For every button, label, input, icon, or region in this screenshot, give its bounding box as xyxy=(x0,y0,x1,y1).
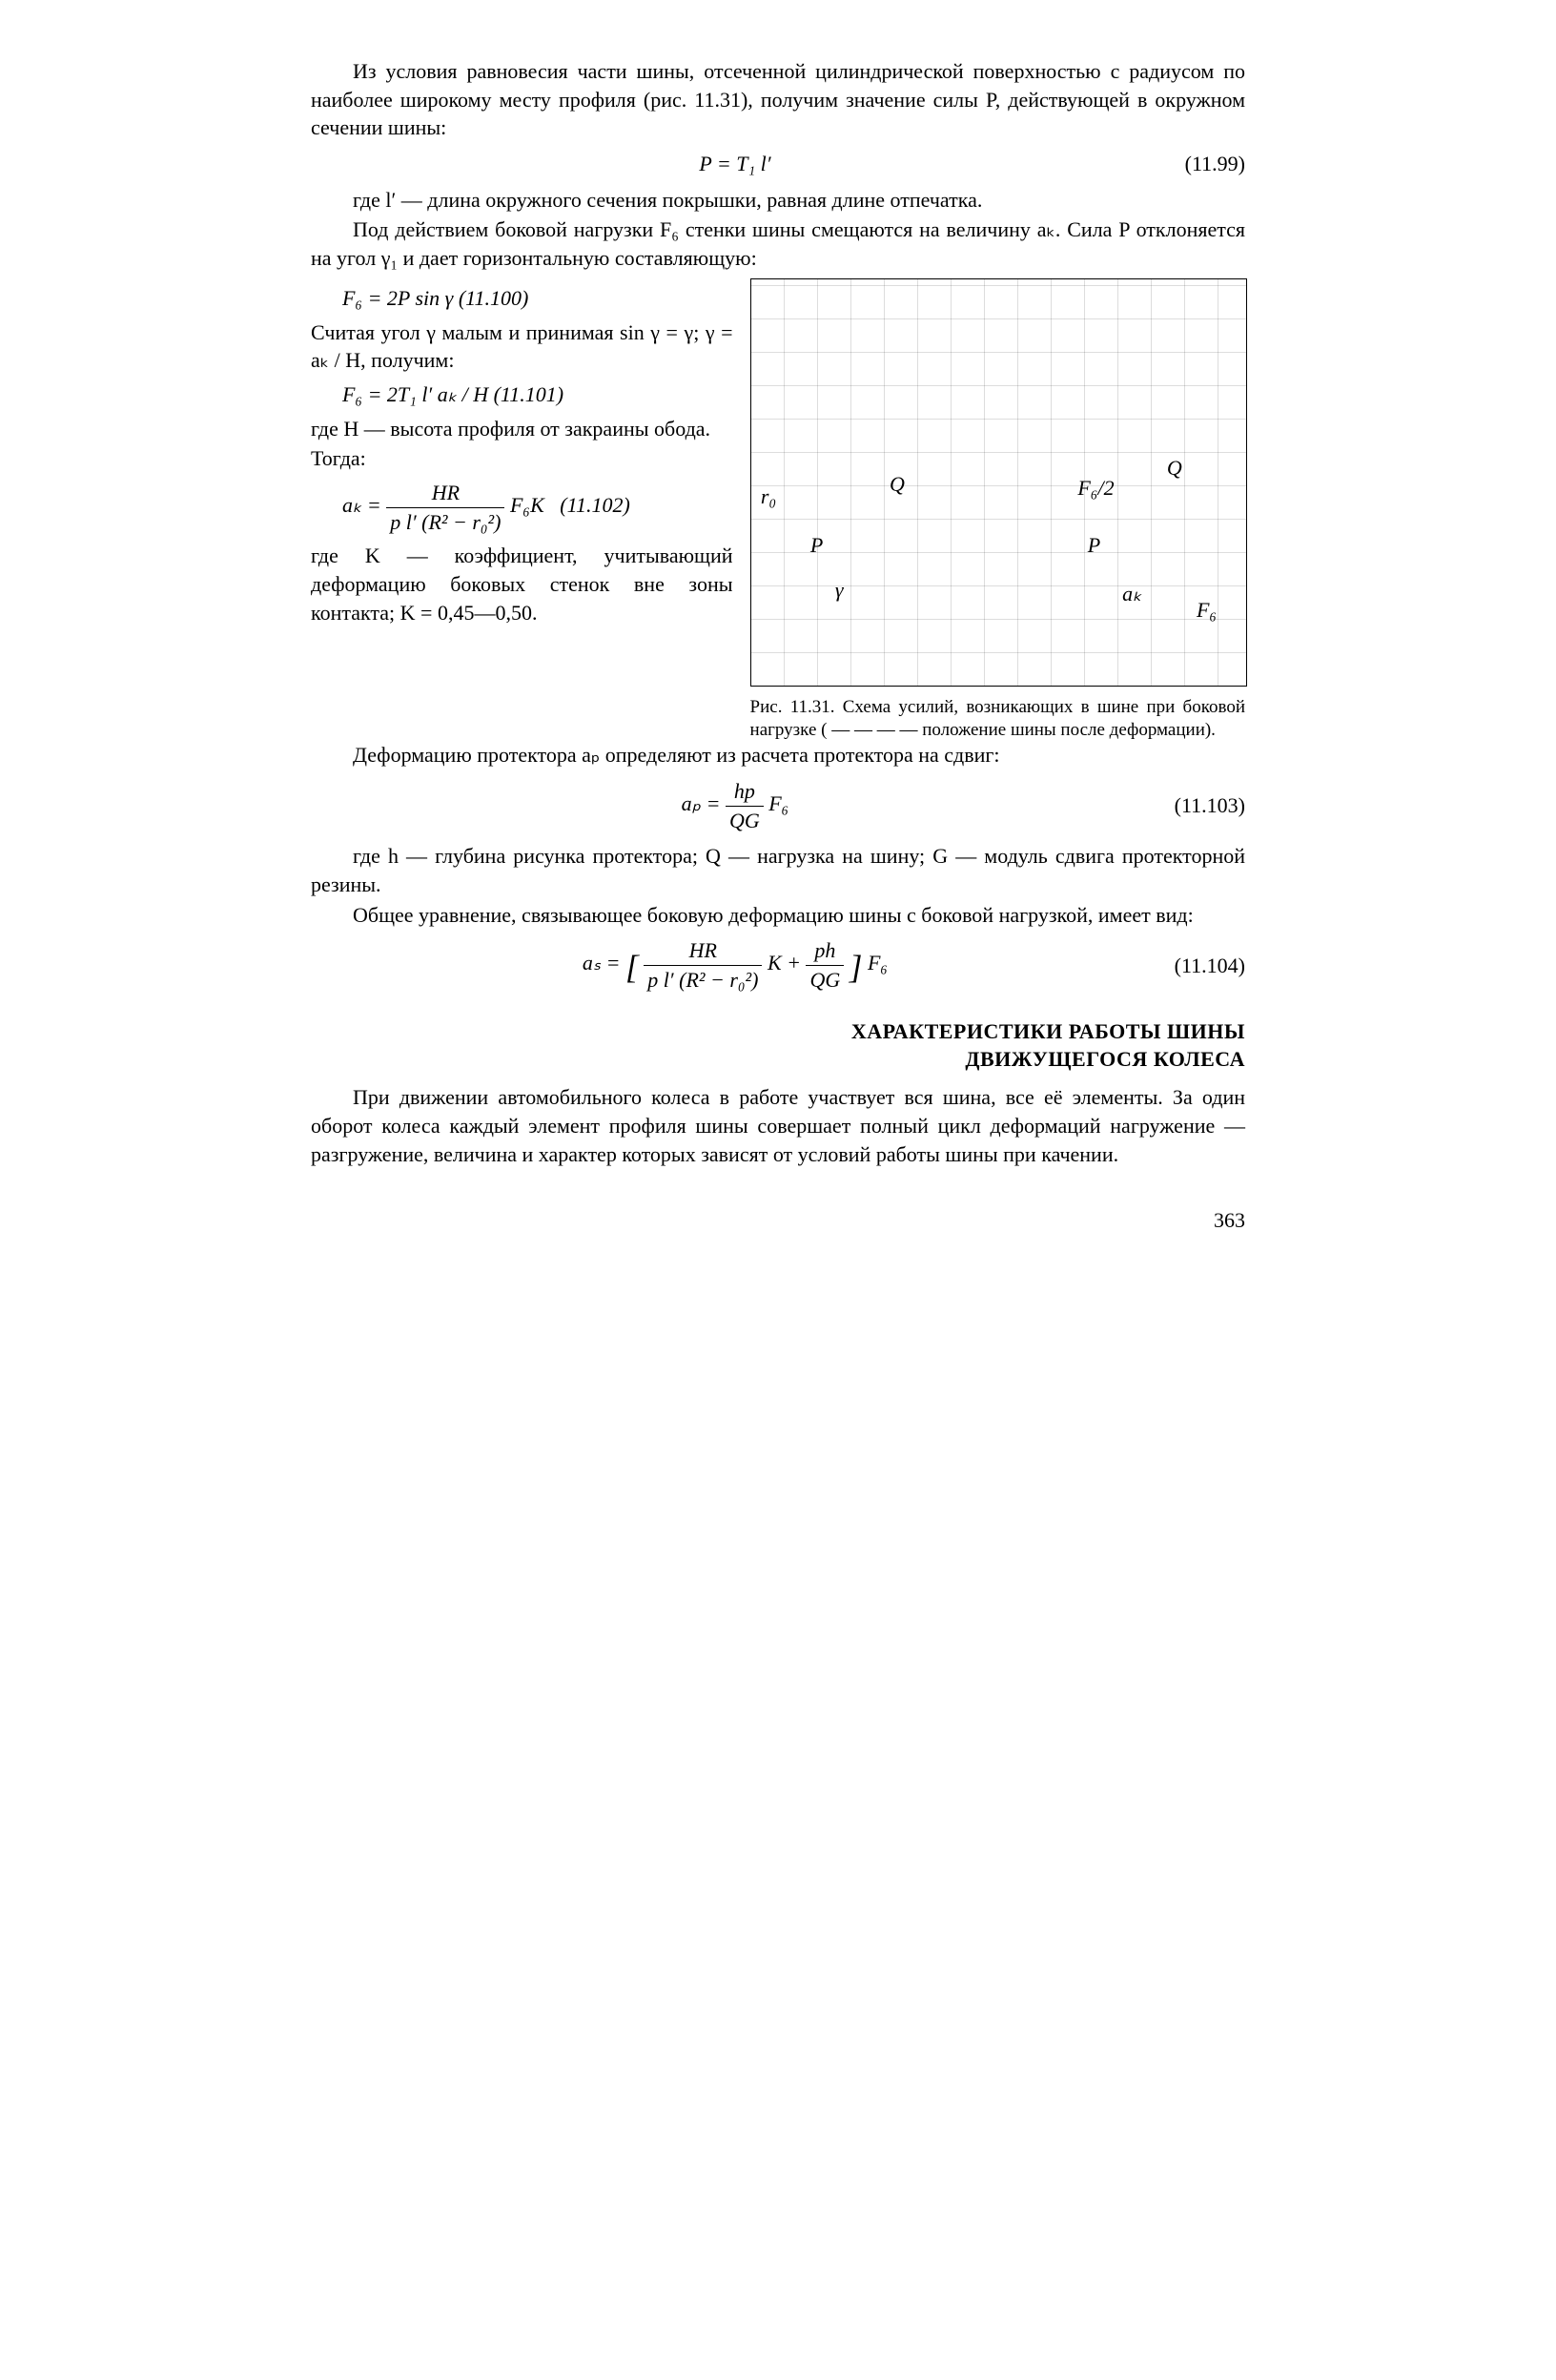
denominator: p l′ (R² − r₀²) xyxy=(386,508,504,537)
paragraph: Считая угол γ малым и принимая sin γ = γ… xyxy=(311,318,733,375)
equation-number: (11.104) xyxy=(1159,952,1245,980)
equation-lead: aₖ = xyxy=(342,493,386,517)
equation-mid: K + xyxy=(768,952,807,975)
equation-tail: F₆ xyxy=(768,791,788,815)
denominator: p l′ (R² − r₀²) xyxy=(644,966,762,995)
equation-11-103: aₚ = hp QG F₆ (11.103) xyxy=(311,777,1245,834)
paragraph: где K — коэффициент, учитывающий деформа… xyxy=(311,542,733,626)
paragraph: При движении автомобильного колеса в раб… xyxy=(311,1083,1245,1168)
section-heading: ХАРАКТЕРИСТИКИ РАБОТЫ ШИНЫ ДВИЖУЩЕГОСЯ К… xyxy=(311,1017,1245,1074)
paragraph: где l′ — длина окружного сечения покрышк… xyxy=(311,186,1245,215)
figure-label-ak: aₖ xyxy=(1122,580,1141,608)
equation-lead: aₚ = xyxy=(682,791,726,815)
paragraph: Под действием боковой нагрузки F₆ стенки… xyxy=(311,215,1245,272)
paragraph: где H — высота профиля от закраины обода… xyxy=(311,415,733,443)
paragraph: Тогда: xyxy=(311,444,733,473)
denominator: QG xyxy=(726,807,764,835)
paragraph: Деформацию протектора aₚ определяют из р… xyxy=(311,741,1245,769)
figure-11-31: r₀ Q Q F₆/2 P P γ aₖ F₆ xyxy=(750,278,1247,687)
numerator: hp xyxy=(726,777,764,807)
bracket-open: [ xyxy=(625,949,639,986)
paragraph: Общее уравнение, связывающее боковую деф… xyxy=(311,901,1245,930)
figure-label-Q: Q xyxy=(890,470,905,499)
figure-label-P: P xyxy=(1088,531,1100,560)
figure-label-gamma: γ xyxy=(835,576,844,605)
equation-lead: aₛ = xyxy=(583,952,625,975)
fraction: hp QG xyxy=(726,777,764,834)
figure-caption: Рис. 11.31. Схема усилий, возникающих в … xyxy=(750,696,1245,742)
figure-label-P: P xyxy=(810,531,823,560)
equation-11-101: F₆ = 2T₁ l′ aₖ / H (11.101) xyxy=(342,380,733,409)
equation-number: (11.103) xyxy=(1159,791,1245,820)
numerator: HR xyxy=(644,936,762,966)
numerator: HR xyxy=(386,479,504,508)
denominator: QG xyxy=(806,966,844,995)
equation-body: P = T₁ l′ xyxy=(311,150,1159,178)
numerator: ph xyxy=(806,936,844,966)
section-heading-line: ХАРАКТЕРИСТИКИ РАБОТЫ ШИНЫ xyxy=(311,1017,1245,1046)
equation-11-100: F₆ = 2P sin γ (11.100) xyxy=(342,284,733,313)
figure-label-Q: Q xyxy=(1167,454,1182,482)
equation-11-104: aₛ = [ HR p l′ (R² − r₀²) K + ph QG ] F₆… xyxy=(311,936,1245,994)
fraction: HR p l′ (R² − r₀²) xyxy=(386,479,504,536)
paragraph: где h — глубина рисунка протектора; Q — … xyxy=(311,842,1245,898)
equation-tail: F₆ xyxy=(868,952,888,975)
figure-label-r0: r₀ xyxy=(761,482,776,511)
figure-label-Fb-half: F₆/2 xyxy=(1077,474,1114,503)
equation-11-102: aₖ = HR p l′ (R² − r₀²) F₆K (11.102) xyxy=(342,479,733,536)
equation-number: (11.99) xyxy=(1159,150,1245,178)
figure-label-Fb: F₆ xyxy=(1197,596,1217,625)
page-number: 363 xyxy=(311,1206,1245,1235)
section-heading-line: ДВИЖУЩЕГОСЯ КОЛЕСА xyxy=(311,1045,1245,1074)
fraction: HR p l′ (R² − r₀²) xyxy=(644,936,762,994)
fraction: ph QG xyxy=(806,936,844,994)
equation-tail: F₆K xyxy=(510,493,544,517)
equation-number: (11.102) xyxy=(560,493,630,517)
bracket-close: ] xyxy=(850,949,863,986)
paragraph: Из условия равновесия части шины, отсече… xyxy=(311,57,1245,142)
equation-11-99: P = T₁ l′ (11.99) xyxy=(311,150,1245,178)
